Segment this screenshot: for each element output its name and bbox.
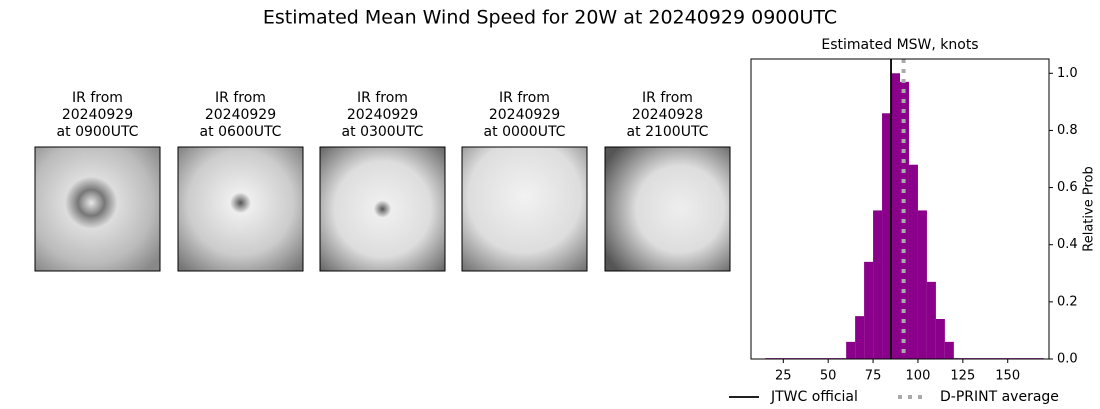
panel-label: at 0600UTC	[200, 124, 282, 140]
ir-image	[34, 146, 161, 272]
x-tick-label: 125	[950, 369, 975, 384]
bar	[864, 261, 874, 359]
panel-label: at 0300UTC	[342, 124, 424, 140]
panel-label: IR from	[499, 90, 550, 106]
y-tick-label: 0.2	[1057, 294, 1078, 309]
panel-label: 20240929	[489, 107, 560, 123]
panel-label: 20240929	[62, 107, 133, 123]
panel-label: 20240929	[205, 107, 276, 123]
bar	[873, 210, 883, 359]
x-tick-label: 25	[775, 369, 792, 384]
bar	[882, 113, 892, 360]
plot-frame	[750, 58, 1050, 360]
legend-label: JTWC official	[770, 389, 858, 405]
ir-image	[461, 146, 588, 272]
panel-label: at 0000UTC	[484, 124, 566, 140]
y-tick-label: 0.8	[1057, 123, 1078, 138]
x-tick-label: 75	[865, 369, 882, 384]
panel-label: 20240928	[632, 107, 703, 123]
bar	[926, 281, 936, 359]
bar	[944, 341, 954, 359]
legend-label: D-PRINT average	[940, 389, 1059, 405]
chart-title: Estimated MSW, knots	[821, 37, 978, 53]
bar	[917, 210, 927, 359]
panel-label: at 2100UTC	[627, 124, 709, 140]
ir-image	[604, 146, 731, 272]
figure-title: Estimated Mean Wind Speed for 20W at 202…	[263, 7, 837, 29]
panel-label: IR from	[642, 90, 693, 106]
bar	[908, 164, 918, 359]
y-tick-label: 1.0	[1057, 66, 1078, 81]
x-tick-label: 100	[906, 369, 931, 384]
bar	[846, 341, 856, 359]
ir-images	[34, 146, 731, 272]
panel-label: IR from	[72, 90, 123, 106]
y-axis-label: Relative Prob	[1082, 166, 1097, 251]
y-tick-label: 0.4	[1057, 237, 1078, 252]
y-tick-label: 0.6	[1057, 180, 1078, 195]
ir-image	[177, 146, 304, 272]
panel-label: 20240929	[347, 107, 418, 123]
bar	[935, 319, 945, 359]
bar	[855, 316, 865, 359]
panel-label: IR from	[357, 90, 408, 106]
bar	[891, 73, 900, 360]
ir-image	[319, 146, 446, 272]
x-tick-label: 150	[995, 369, 1020, 384]
panel-label: IR from	[215, 90, 266, 106]
panel-label: at 0900UTC	[57, 124, 139, 140]
x-tick-label: 50	[820, 369, 837, 384]
y-tick-label: 0.0	[1057, 352, 1078, 367]
